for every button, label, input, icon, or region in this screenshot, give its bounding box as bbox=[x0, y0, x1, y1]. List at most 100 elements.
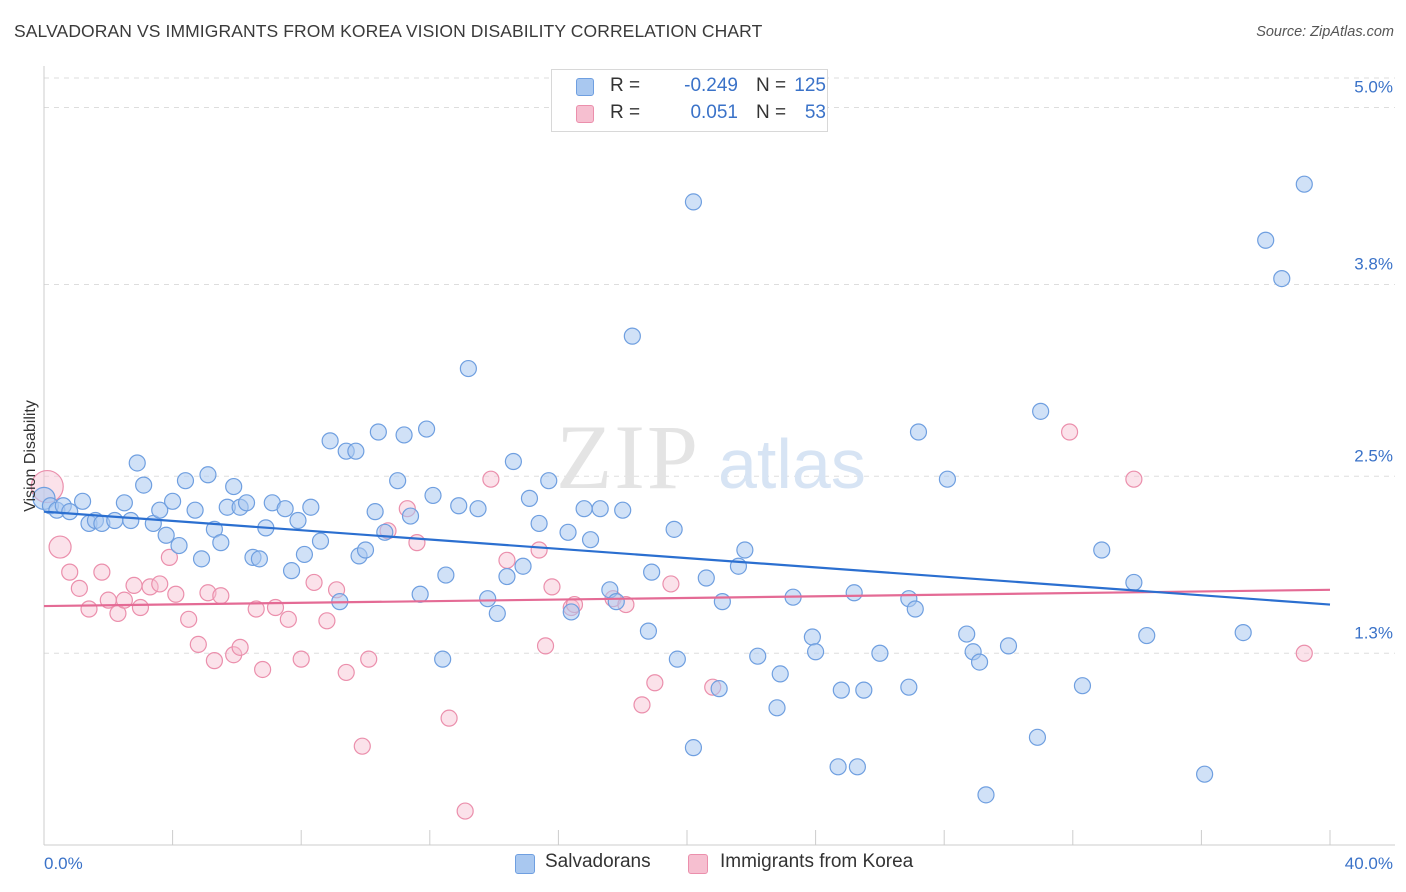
data-point-korea bbox=[646, 674, 664, 692]
data-point-salvadoran bbox=[713, 593, 731, 611]
data-point-salvadoran bbox=[73, 492, 92, 510]
data-point-korea bbox=[205, 652, 223, 670]
data-point-salvadoran bbox=[803, 628, 821, 646]
data-point-salvadoran bbox=[401, 507, 420, 525]
data-point-salvadoran bbox=[623, 327, 641, 345]
data-point-salvadoran bbox=[697, 569, 715, 587]
bottom-legend-label: Salvadorans bbox=[545, 851, 651, 872]
bottom-legend-swatch-pink bbox=[688, 854, 708, 874]
data-point-salvadoran bbox=[437, 566, 455, 584]
legend-swatch-pink bbox=[576, 105, 594, 123]
legend-r-value: 0.051 bbox=[690, 102, 738, 123]
data-point-salvadoran bbox=[151, 501, 169, 519]
data-point-salvadoran bbox=[479, 590, 497, 608]
data-point-korea bbox=[360, 650, 378, 668]
data-point-korea bbox=[212, 587, 230, 605]
data-point-salvadoran bbox=[848, 758, 866, 776]
data-point-salvadoran bbox=[665, 520, 683, 538]
data-point-salvadoran bbox=[282, 562, 301, 580]
data-point-salvadoran bbox=[250, 550, 269, 568]
data-point-salvadoran bbox=[469, 500, 487, 518]
data-point-korea bbox=[543, 578, 561, 596]
data-point-salvadoran bbox=[832, 681, 850, 699]
data-point-korea bbox=[292, 650, 310, 668]
y-tick-label: 3.8% bbox=[1354, 255, 1393, 274]
data-point-korea bbox=[305, 573, 323, 592]
data-point-korea bbox=[266, 598, 285, 617]
data-point-korea bbox=[1125, 470, 1143, 488]
data-point-salvadoran bbox=[999, 637, 1018, 655]
data-point-salvadoran bbox=[450, 497, 468, 515]
data-point-salvadoran bbox=[176, 472, 195, 490]
tick-labels: 1.3% 2.5% 3.8% 5.0% 0.0% 40.0% bbox=[44, 78, 1393, 874]
legend-n-value: 53 bbox=[804, 102, 826, 123]
data-point-salvadoran bbox=[106, 511, 124, 530]
y-tick-label: 5.0% bbox=[1354, 78, 1393, 97]
data-point-salvadoran bbox=[1093, 541, 1111, 559]
data-point-salvadoran bbox=[366, 503, 384, 521]
data-point-salvadoran bbox=[540, 472, 558, 490]
data-point-korea bbox=[125, 576, 143, 595]
data-point-korea bbox=[48, 535, 72, 559]
data-point-salvadoran bbox=[559, 523, 577, 541]
data-point-salvadoran bbox=[302, 498, 320, 516]
data-point-salvadoran bbox=[424, 486, 442, 505]
watermark-zip: ZIP bbox=[556, 406, 700, 508]
watermark-atlas: atlas bbox=[718, 425, 866, 503]
y-axis-label: Vision Disability bbox=[22, 400, 39, 512]
legend-r-label: R = bbox=[610, 102, 641, 123]
data-point-salvadoran bbox=[607, 593, 625, 611]
data-point-korea bbox=[70, 579, 88, 597]
data-point-salvadoran bbox=[356, 541, 375, 559]
data-point-salvadoran bbox=[488, 604, 506, 623]
data-point-korea bbox=[662, 575, 680, 593]
legend-swatch-blue bbox=[576, 78, 594, 96]
legend-n-value: 125 bbox=[794, 75, 826, 96]
data-point-salvadoran bbox=[61, 503, 79, 521]
axis-layer bbox=[43, 66, 1395, 846]
data-point-salvadoran bbox=[562, 603, 580, 621]
x-tick-label-min: 0.0% bbox=[44, 854, 83, 873]
data-point-korea bbox=[254, 660, 272, 679]
data-point-korea bbox=[1295, 644, 1313, 662]
grid-layer bbox=[44, 77, 1395, 654]
data-point-salvadoran bbox=[164, 492, 182, 510]
data-point-salvadoran bbox=[434, 650, 452, 668]
data-point-salvadoran bbox=[347, 442, 365, 460]
data-point-salvadoran bbox=[199, 466, 217, 484]
data-point-salvadoran bbox=[520, 489, 539, 507]
data-point-salvadoran bbox=[311, 532, 330, 550]
data-point-salvadoran bbox=[900, 678, 918, 696]
data-point-salvadoran bbox=[122, 511, 140, 530]
y-tick-label: 1.3% bbox=[1354, 623, 1393, 642]
data-point-salvadoran bbox=[829, 758, 847, 776]
data-point-salvadoran bbox=[186, 501, 204, 519]
data-point-salvadoran bbox=[530, 514, 548, 533]
trend-lines bbox=[43, 510, 1331, 608]
data-point-korea bbox=[536, 637, 555, 655]
data-point-salvadoran bbox=[1273, 270, 1291, 288]
data-point-salvadoran bbox=[237, 494, 256, 512]
data-point-korea bbox=[131, 598, 150, 617]
data-point-salvadoran bbox=[771, 665, 789, 683]
data-point-korea bbox=[1060, 423, 1079, 441]
data-point-salvadoran bbox=[459, 359, 477, 378]
data-point-salvadoran bbox=[749, 647, 767, 665]
data-point-korea bbox=[318, 612, 336, 630]
data-point-salvadoran bbox=[289, 511, 307, 530]
data-point-salvadoran bbox=[958, 625, 976, 643]
data-point-salvadoran bbox=[411, 585, 429, 603]
data-point-korea bbox=[279, 610, 297, 628]
legend-n-label: N = bbox=[756, 102, 787, 123]
data-point-korea bbox=[440, 709, 458, 727]
data-point-salvadoran bbox=[855, 681, 873, 699]
data-point-korea bbox=[482, 470, 500, 488]
data-point-salvadoran bbox=[157, 526, 175, 544]
data-point-salvadoran bbox=[1234, 623, 1252, 642]
data-point-korea bbox=[408, 534, 426, 552]
data-point-salvadoran bbox=[871, 644, 889, 662]
data-point-korea bbox=[456, 802, 474, 820]
data-point-salvadoran bbox=[1032, 402, 1050, 420]
data-point-salvadoran bbox=[909, 423, 928, 441]
